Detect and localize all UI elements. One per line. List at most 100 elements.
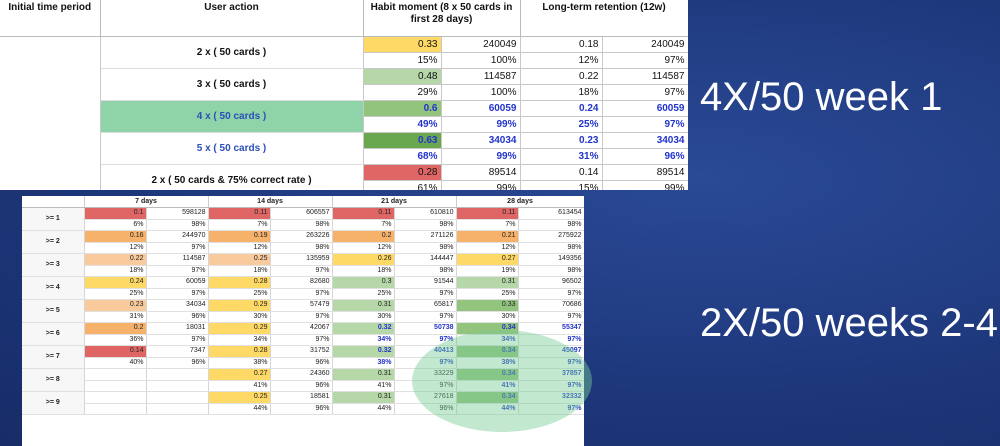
percent-cell: 40%	[84, 357, 147, 369]
percent-cell: 97%	[394, 288, 457, 300]
percent-cell: 97%	[518, 357, 584, 369]
user-action-cell: 5 x ( 50 cards )	[100, 132, 364, 165]
rate-cell: 0.25	[208, 253, 271, 266]
percent-cell: 97%	[146, 288, 209, 300]
percent-cell: 41%	[208, 380, 271, 392]
count-cell: 18581	[270, 391, 333, 404]
percent-cell	[146, 380, 209, 392]
value-cell: 99%	[441, 148, 521, 165]
percent-cell: 31%	[84, 311, 147, 323]
percent-cell: 12%	[208, 242, 271, 254]
user-action-cell: 2 x ( 50 cards )	[100, 36, 364, 69]
count-cell: 42067	[270, 322, 333, 335]
percent-cell: 6%	[84, 219, 147, 231]
user-action-cell: 3 x ( 50 cards )	[100, 68, 364, 101]
value-cell: 0.48	[363, 68, 442, 85]
count-cell: 55347	[518, 322, 584, 335]
value-cell: 15%	[520, 180, 603, 190]
percent-cell: 98%	[146, 219, 209, 231]
table-row: 61% 99% 15% 99%	[0, 180, 688, 190]
percent-cell: 44%	[456, 403, 519, 415]
rate-cell: 0.28	[208, 345, 271, 358]
percent-cell: 97%	[394, 380, 457, 392]
value-cell: 34034	[602, 132, 688, 149]
percent-cell: 98%	[518, 242, 584, 254]
table-row: 49% 99% 25% 97%	[0, 116, 688, 133]
percent-cell: 25%	[332, 288, 395, 300]
value-cell: 15%	[363, 52, 442, 69]
value-cell: 0.22	[520, 68, 603, 85]
rate-cell: 0.28	[208, 276, 271, 289]
habit-moment-table-container: Initial time period User action Habit mo…	[0, 0, 688, 190]
percent-cell: 96%	[394, 403, 457, 415]
threshold-label: >= 5	[22, 299, 85, 323]
percent-cell: 18%	[84, 265, 147, 277]
count-cell: 135959	[270, 253, 333, 266]
threshold-label: >= 4	[22, 276, 85, 300]
percent-cell: 19%	[456, 265, 519, 277]
percent-cell: 38%	[456, 357, 519, 369]
value-cell: 12%	[520, 52, 603, 69]
count-cell: 96502	[518, 276, 584, 289]
percent-cell: 44%	[332, 403, 395, 415]
rate-cell: 0.2	[332, 230, 395, 243]
percent-cell: 98%	[394, 265, 457, 277]
threshold-label: >= 6	[22, 322, 85, 346]
initial-time-period-cell	[0, 164, 101, 190]
percent-cell: 97%	[146, 265, 209, 277]
count-cell: 144447	[394, 253, 457, 266]
threshold-label: >= 1	[22, 207, 85, 231]
rate-cell: 0.14	[84, 345, 147, 358]
percent-cell	[84, 380, 147, 392]
percent-cell: 97%	[518, 288, 584, 300]
rate-cell: 0.29	[208, 299, 271, 312]
threshold-label: >= 3	[22, 253, 85, 277]
percent-cell: 34%	[456, 334, 519, 346]
rate-cell: 0.31	[332, 299, 395, 312]
count-cell: 57479	[270, 299, 333, 312]
rate-cell: 0.29	[208, 322, 271, 335]
rate-cell	[84, 391, 147, 404]
rate-cell: 0.2	[84, 322, 147, 335]
value-cell: 0.6	[363, 100, 442, 117]
count-cell: 40413	[394, 345, 457, 358]
rate-cell: 0.34	[456, 368, 519, 381]
percent-cell: 97%	[518, 334, 584, 346]
table-row: 15% 100% 12% 97%	[0, 52, 688, 69]
value-cell: 61%	[363, 180, 442, 190]
count-cell: 37857	[518, 368, 584, 381]
percent-cell: 7%	[332, 219, 395, 231]
table-row: 5 x ( 50 cards ) 0.63 34034 0.23 34034	[0, 132, 688, 165]
count-cell: 244970	[146, 230, 209, 243]
percent-cell: 97%	[270, 288, 333, 300]
count-cell: 275922	[518, 230, 584, 243]
table-row: >= 5 0.23 34034 0.29 57479 0.31 65817 0.33 70686	[22, 299, 584, 323]
table-row: 31% 96% 30% 97% 30% 97% 30% 97%	[22, 311, 584, 323]
table-row: >= 2 0.16 244970 0.19 263226 0.2 271126 0.21 275…	[22, 230, 584, 254]
rate-cell: 0.31	[332, 391, 395, 404]
rate-cell: 0.32	[332, 322, 395, 335]
percent-cell: 25%	[84, 288, 147, 300]
percent-cell: 34%	[208, 334, 271, 346]
value-cell: 0.28	[363, 164, 442, 181]
table-row: 40% 96% 38% 96% 38% 97% 38% 97%	[22, 357, 584, 369]
count-cell: 598128	[146, 207, 209, 220]
count-cell: 7347	[146, 345, 209, 358]
header-28-days: 28 days	[456, 196, 584, 208]
count-cell: 91544	[394, 276, 457, 289]
value-cell: 114587	[602, 68, 688, 85]
table-row: 18% 97% 18% 97% 18% 98% 19% 98%	[22, 265, 584, 277]
count-cell: 31752	[270, 345, 333, 358]
header-blank	[22, 196, 85, 208]
value-cell: 49%	[363, 116, 442, 133]
table-row: 6% 98% 7% 98% 7% 98% 7% 98%	[22, 219, 584, 231]
rate-cell: 0.22	[84, 253, 147, 266]
value-cell: 240049	[602, 36, 688, 53]
table-row: >= 6 0.2 18031 0.29 42067 0.32 50738 0.34 55347	[22, 322, 584, 346]
label-weeks-2-4: 2X/50 weeks 2-4	[700, 301, 998, 345]
percent-cell: 97%	[394, 311, 457, 323]
header-21-days: 21 days	[332, 196, 457, 208]
rate-cell: 0.23	[84, 299, 147, 312]
percent-cell	[146, 403, 209, 415]
percent-cell: 36%	[84, 334, 147, 346]
